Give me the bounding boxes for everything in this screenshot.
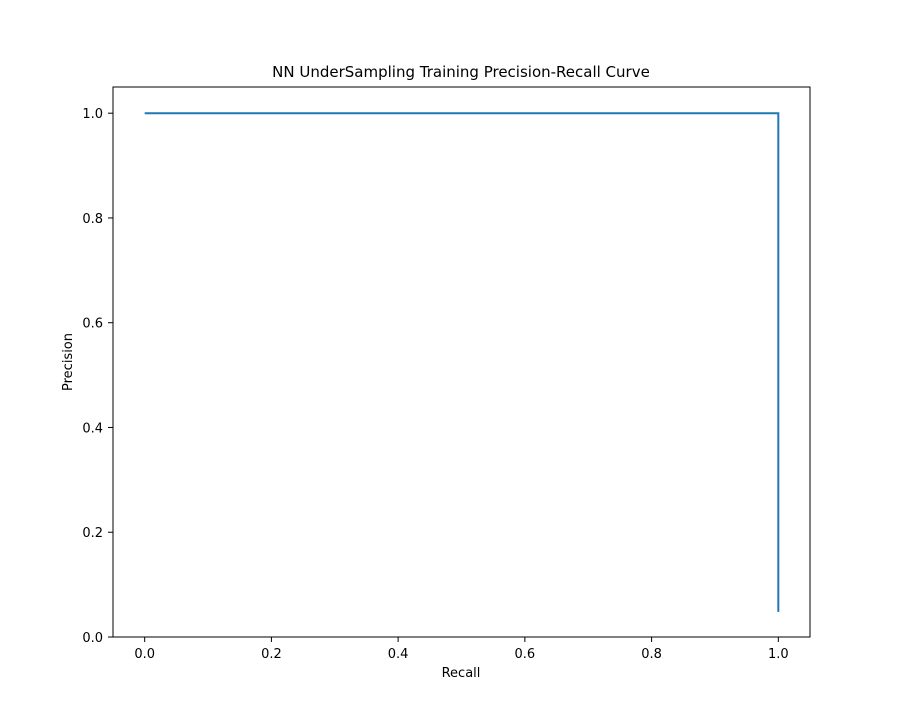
y-tick-label: 1.0 bbox=[82, 107, 103, 122]
y-tick-label: 0.0 bbox=[82, 631, 103, 646]
y-axis: 0.0 0.2 0.4 0.6 0.8 1.0 bbox=[82, 107, 113, 646]
x-tick-label: 0.6 bbox=[515, 647, 536, 662]
series-line bbox=[144, 112, 780, 612]
x-tick-label: 1.0 bbox=[768, 647, 789, 662]
y-tick-label: 0.4 bbox=[82, 421, 103, 436]
y-tick-label: 0.2 bbox=[82, 526, 103, 541]
y-tick-label: 0.8 bbox=[82, 212, 103, 227]
y-axis-label: Precision bbox=[61, 333, 76, 391]
x-axis-label: Recall bbox=[442, 666, 481, 681]
plot-area-frame bbox=[112, 86, 811, 638]
x-tick-label: 0.2 bbox=[261, 647, 282, 662]
chart-title: NN UnderSampling Training Precision-Reca… bbox=[272, 63, 650, 81]
x-tick-label: 0.4 bbox=[388, 647, 409, 662]
series-layer bbox=[144, 112, 780, 612]
x-tick-label: 0.8 bbox=[641, 647, 662, 662]
y-tick-label: 0.6 bbox=[82, 317, 103, 332]
x-tick-label: 0.0 bbox=[134, 647, 155, 662]
x-axis: 0.0 0.2 0.4 0.6 0.8 1.0 bbox=[134, 637, 789, 662]
